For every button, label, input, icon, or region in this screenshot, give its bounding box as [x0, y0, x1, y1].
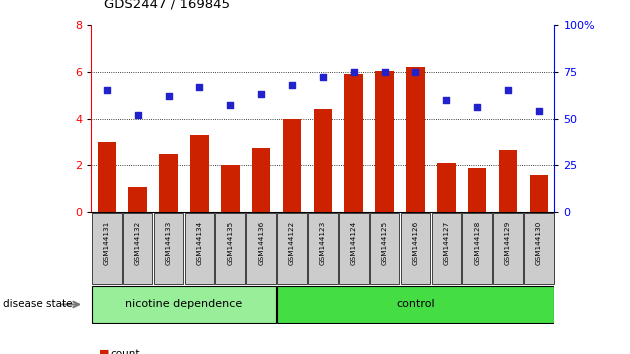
Text: GSM144133: GSM144133	[166, 221, 171, 266]
Point	[534, 108, 544, 114]
Bar	[530, 175, 548, 212]
Bar	[283, 119, 301, 212]
Point	[472, 104, 482, 110]
FancyBboxPatch shape	[123, 213, 152, 284]
Point	[503, 87, 513, 93]
Point	[194, 84, 204, 90]
Bar	[375, 70, 394, 212]
Text: GSM144122: GSM144122	[289, 221, 295, 266]
Text: GSM144135: GSM144135	[227, 221, 233, 266]
Bar	[98, 142, 116, 212]
Text: GSM144134: GSM144134	[197, 221, 202, 266]
Text: GSM144127: GSM144127	[444, 221, 449, 266]
Bar	[437, 163, 455, 212]
FancyBboxPatch shape	[432, 213, 461, 284]
Point	[226, 103, 236, 108]
Bar	[159, 154, 178, 212]
Bar	[221, 165, 239, 212]
FancyBboxPatch shape	[493, 213, 523, 284]
FancyBboxPatch shape	[92, 286, 276, 323]
Point	[441, 97, 451, 103]
FancyBboxPatch shape	[154, 213, 183, 284]
FancyBboxPatch shape	[370, 213, 399, 284]
Point	[163, 93, 173, 99]
Text: GSM144132: GSM144132	[135, 221, 140, 266]
Text: GSM144126: GSM144126	[413, 221, 418, 266]
Text: GSM144129: GSM144129	[505, 221, 511, 266]
Text: nicotine dependence: nicotine dependence	[125, 299, 243, 309]
FancyBboxPatch shape	[401, 213, 430, 284]
Text: GSM144130: GSM144130	[536, 221, 542, 266]
Text: GSM144124: GSM144124	[351, 221, 357, 266]
Text: GSM144128: GSM144128	[474, 221, 480, 266]
Text: ■: ■	[99, 349, 110, 354]
FancyBboxPatch shape	[277, 213, 307, 284]
Bar	[190, 135, 209, 212]
Bar	[406, 67, 425, 212]
Bar	[468, 168, 486, 212]
Point	[132, 112, 142, 118]
FancyBboxPatch shape	[462, 213, 492, 284]
Bar	[499, 150, 517, 212]
Point	[256, 91, 266, 97]
FancyBboxPatch shape	[524, 213, 554, 284]
Bar	[129, 187, 147, 212]
FancyBboxPatch shape	[277, 286, 554, 323]
FancyBboxPatch shape	[308, 213, 338, 284]
Text: control: control	[396, 299, 435, 309]
FancyBboxPatch shape	[185, 213, 214, 284]
Text: count: count	[110, 349, 140, 354]
Point	[411, 69, 421, 74]
Point	[318, 74, 328, 80]
FancyBboxPatch shape	[92, 213, 122, 284]
Point	[101, 87, 112, 93]
FancyBboxPatch shape	[339, 213, 369, 284]
Point	[287, 82, 297, 88]
Text: GSM144136: GSM144136	[258, 221, 264, 266]
Text: disease state: disease state	[3, 299, 72, 309]
Text: GDS2447 / 169845: GDS2447 / 169845	[104, 0, 230, 11]
Bar	[314, 109, 332, 212]
Text: GSM144131: GSM144131	[104, 221, 110, 266]
Text: GSM144123: GSM144123	[320, 221, 326, 266]
Bar	[252, 148, 270, 212]
Text: GSM144125: GSM144125	[382, 221, 387, 266]
Point	[349, 69, 359, 74]
Bar	[345, 74, 363, 212]
FancyBboxPatch shape	[215, 213, 245, 284]
FancyBboxPatch shape	[246, 213, 276, 284]
Point	[379, 69, 389, 74]
